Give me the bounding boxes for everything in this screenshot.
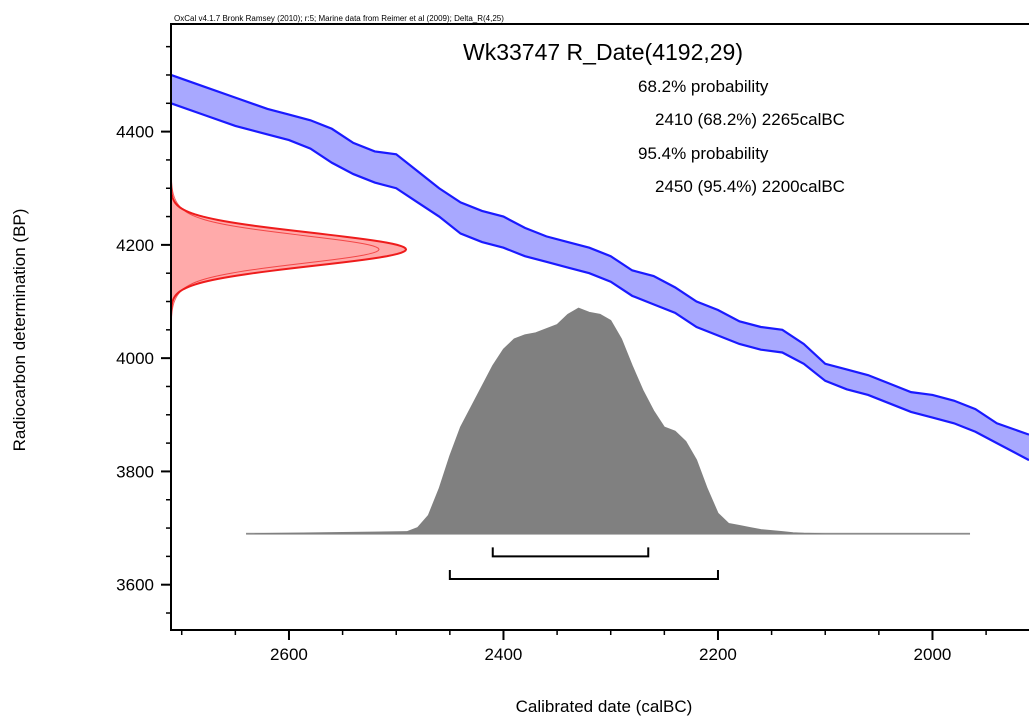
prob-line-2: 2410 (68.2%) 2265calBC <box>655 110 845 129</box>
radiocarbon-distribution-fill <box>171 176 406 325</box>
prob-line-1: 68.2% probability <box>638 77 769 96</box>
plot-area <box>171 73 1029 581</box>
y-tick-label: 4000 <box>116 349 154 368</box>
y-tick-label: 3800 <box>116 462 154 481</box>
x-tick-label: 2200 <box>699 645 737 664</box>
calibrated-distribution-group <box>246 307 971 535</box>
y-tick-label: 4200 <box>116 236 154 255</box>
x-axis-ticks: 2600 2400 2200 2000 <box>180 630 987 664</box>
calibration-curve-group <box>171 73 1029 462</box>
probability-range-brackets <box>448 547 719 581</box>
radiocarbon-distribution-outline <box>171 176 408 325</box>
range-bracket-68-2pct <box>491 547 650 558</box>
x-tick-label: 2600 <box>270 645 308 664</box>
calibration-curve-upper <box>171 73 1029 436</box>
calibration-curve-band <box>171 74 1029 461</box>
y-axis-ticks: 3600 3800 4000 4200 4400 <box>116 45 171 614</box>
prob-line-3: 95.4% probability <box>638 144 769 163</box>
y-tick-label: 3600 <box>116 576 154 595</box>
radiocarbon-distribution-group <box>171 176 408 325</box>
calibrated-distribution-area <box>246 307 971 535</box>
prob-line-4: 2450 (95.4%) 2200calBC <box>655 177 845 196</box>
x-tick-label: 2400 <box>485 645 523 664</box>
y-axis-label: Radiocarbon determination (BP) <box>10 209 29 452</box>
x-axis-label: Calibrated date (calBC) <box>516 697 693 716</box>
radiocarbon-distribution-inner <box>171 176 380 325</box>
chart-credit: OxCal v4.1.7 Bronk Ramsey (2010); r:5; M… <box>174 14 504 23</box>
y-tick-label: 4400 <box>116 123 154 142</box>
range-bracket-95-4pct <box>448 570 719 581</box>
calibration-curve-lower <box>171 102 1029 462</box>
x-tick-label: 2000 <box>914 645 952 664</box>
chart-title: Wk33747 R_Date(4192,29) <box>463 39 743 65</box>
